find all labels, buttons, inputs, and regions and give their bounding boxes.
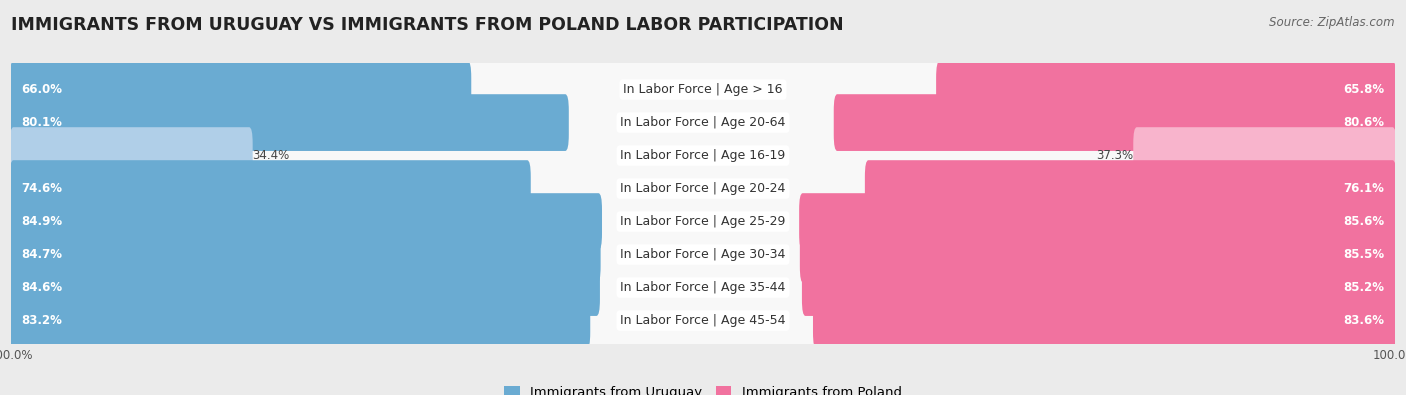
Text: 85.2%: 85.2% (1343, 281, 1385, 294)
FancyBboxPatch shape (8, 148, 1398, 229)
FancyBboxPatch shape (799, 193, 1396, 250)
Legend: Immigrants from Uruguay, Immigrants from Poland: Immigrants from Uruguay, Immigrants from… (503, 386, 903, 395)
FancyBboxPatch shape (8, 247, 1398, 328)
Text: In Labor Force | Age 20-24: In Labor Force | Age 20-24 (620, 182, 786, 195)
Text: 84.6%: 84.6% (21, 281, 63, 294)
Text: 84.9%: 84.9% (21, 215, 63, 228)
FancyBboxPatch shape (865, 160, 1396, 217)
Text: 80.6%: 80.6% (1343, 116, 1385, 129)
Text: IMMIGRANTS FROM URUGUAY VS IMMIGRANTS FROM POLAND LABOR PARTICIPATION: IMMIGRANTS FROM URUGUAY VS IMMIGRANTS FR… (11, 16, 844, 34)
FancyBboxPatch shape (813, 292, 1396, 349)
Text: 85.6%: 85.6% (1343, 215, 1385, 228)
Text: 83.6%: 83.6% (1343, 314, 1385, 327)
Text: In Labor Force | Age > 16: In Labor Force | Age > 16 (623, 83, 783, 96)
FancyBboxPatch shape (800, 226, 1396, 283)
Text: 65.8%: 65.8% (1343, 83, 1385, 96)
FancyBboxPatch shape (10, 226, 600, 283)
Text: Source: ZipAtlas.com: Source: ZipAtlas.com (1270, 16, 1395, 29)
Text: 76.1%: 76.1% (1344, 182, 1385, 195)
Text: In Labor Force | Age 16-19: In Labor Force | Age 16-19 (620, 149, 786, 162)
FancyBboxPatch shape (10, 61, 471, 118)
Text: In Labor Force | Age 35-44: In Labor Force | Age 35-44 (620, 281, 786, 294)
Text: In Labor Force | Age 30-34: In Labor Force | Age 30-34 (620, 248, 786, 261)
Text: 80.1%: 80.1% (21, 116, 62, 129)
Text: In Labor Force | Age 25-29: In Labor Force | Age 25-29 (620, 215, 786, 228)
Text: 84.7%: 84.7% (21, 248, 63, 261)
Text: 66.0%: 66.0% (21, 83, 63, 96)
FancyBboxPatch shape (10, 193, 602, 250)
FancyBboxPatch shape (8, 115, 1398, 196)
FancyBboxPatch shape (8, 214, 1398, 295)
Text: In Labor Force | Age 45-54: In Labor Force | Age 45-54 (620, 314, 786, 327)
FancyBboxPatch shape (8, 280, 1398, 361)
FancyBboxPatch shape (936, 61, 1396, 118)
FancyBboxPatch shape (10, 127, 253, 184)
FancyBboxPatch shape (10, 259, 600, 316)
Text: 37.3%: 37.3% (1097, 149, 1133, 162)
FancyBboxPatch shape (8, 181, 1398, 262)
FancyBboxPatch shape (10, 292, 591, 349)
FancyBboxPatch shape (8, 49, 1398, 130)
FancyBboxPatch shape (834, 94, 1396, 151)
FancyBboxPatch shape (1133, 127, 1396, 184)
Text: In Labor Force | Age 20-64: In Labor Force | Age 20-64 (620, 116, 786, 129)
Text: 34.4%: 34.4% (253, 149, 290, 162)
FancyBboxPatch shape (10, 160, 530, 217)
Text: 74.6%: 74.6% (21, 182, 63, 195)
Text: 85.5%: 85.5% (1343, 248, 1385, 261)
FancyBboxPatch shape (10, 94, 569, 151)
FancyBboxPatch shape (8, 82, 1398, 163)
FancyBboxPatch shape (801, 259, 1396, 316)
Text: 83.2%: 83.2% (21, 314, 62, 327)
